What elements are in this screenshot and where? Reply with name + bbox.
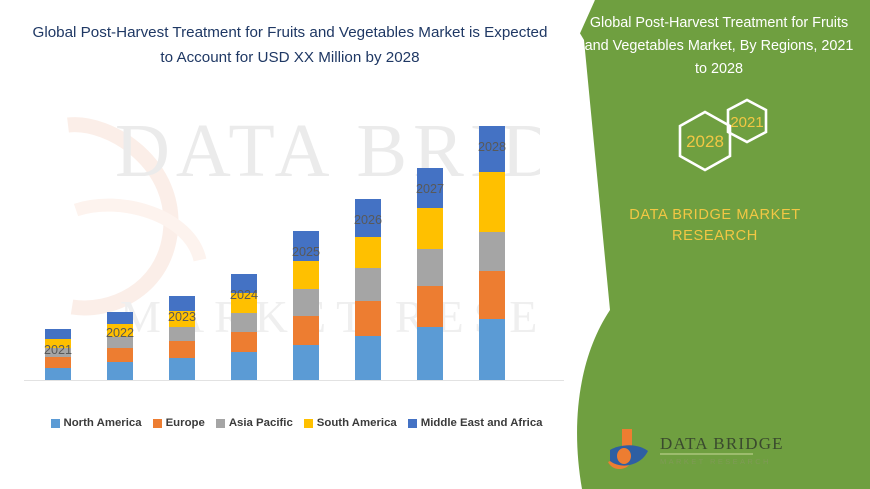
stacked-bar[interactable]: [417, 167, 443, 380]
bar-segment[interactable]: [107, 362, 133, 380]
bar-group: 2026: [340, 199, 396, 380]
bar-segment[interactable]: [417, 326, 443, 380]
bar-segment[interactable]: [45, 368, 71, 380]
bar-segment[interactable]: [355, 199, 381, 237]
legend-swatch: [215, 418, 225, 428]
branding-title: Global Post-Harvest Treatment for Fruits…: [584, 15, 854, 77]
stacked-bar[interactable]: [107, 311, 133, 380]
bar-segment[interactable]: [479, 318, 505, 380]
bar-group: 2021: [30, 328, 86, 380]
chart-legend: North America Europe Asia Pacific South Ame…: [24, 417, 569, 429]
bar-segment[interactable]: [169, 341, 195, 359]
brand-line-1: DATA BRIDGE MARKET: [629, 207, 801, 223]
bar-segment[interactable]: [231, 331, 257, 353]
bar-segment[interactable]: [479, 231, 505, 272]
logo-mark-icon: [608, 429, 648, 469]
bar-segment[interactable]: [169, 358, 195, 380]
bar-segment[interactable]: [417, 248, 443, 287]
bar-group: 2022: [92, 311, 148, 380]
bar-segment[interactable]: [45, 348, 71, 358]
bar-group: 2023: [154, 296, 210, 380]
legend-swatch: [50, 418, 60, 428]
legend-swatch: [407, 418, 417, 428]
bar-segment[interactable]: [417, 286, 443, 327]
x-axis-label: 2022: [105, 325, 135, 340]
year-hexagons: 2028 2021: [678, 98, 768, 172]
bar-segment[interactable]: [355, 236, 381, 269]
green-background-shape: [540, 0, 870, 489]
bar-segment[interactable]: [479, 172, 505, 232]
logo-name: DATA BRIDGE: [660, 434, 783, 453]
bar-segment[interactable]: [231, 312, 257, 332]
bar-segment[interactable]: [355, 268, 381, 301]
bar-group: 2027: [402, 167, 458, 380]
chart-panel: DATA BRIDGE MARKET RESEARCH Global Post-…: [24, 24, 580, 429]
bar-group: 2025: [278, 230, 334, 380]
bar-segment[interactable]: [45, 357, 71, 369]
bar-segment[interactable]: [169, 296, 195, 311]
x-axis-label: 2021: [43, 342, 73, 357]
branding-panel: Global Post-Harvest Treatment for Fruits…: [540, 0, 870, 489]
bar-segment[interactable]: [293, 230, 319, 262]
bar-segment[interactable]: [417, 208, 443, 249]
bar-segment[interactable]: [293, 261, 319, 290]
bar-segment[interactable]: [45, 328, 71, 339]
x-axis-label: 2026: [353, 213, 383, 228]
bar-segment[interactable]: [231, 352, 257, 380]
hexagon-2028-shape: [678, 110, 732, 172]
bar-segment[interactable]: [107, 336, 133, 349]
legend-label: North America: [63, 417, 142, 429]
bar-segment[interactable]: [417, 167, 443, 209]
hexagon-2021-label: 2021: [730, 114, 763, 131]
stacked-bar[interactable]: [479, 126, 505, 380]
bar-segment[interactable]: [231, 293, 257, 313]
bar-segment[interactable]: [231, 274, 257, 294]
legend-label: Asia Pacific: [228, 417, 293, 429]
bar-segment[interactable]: [107, 348, 133, 363]
logo-tagline: MARKET RESEARCH: [660, 457, 771, 466]
legend-label: South America: [316, 417, 397, 429]
stacked-bar[interactable]: [45, 328, 71, 380]
x-axis-label: 2024: [229, 288, 259, 303]
legend-item[interactable]: Asia Pacific: [215, 417, 293, 429]
legend-swatch: [303, 418, 313, 428]
bar-segment[interactable]: [355, 300, 381, 336]
x-axis-label: 2028: [477, 140, 507, 154]
bar-segment[interactable]: [169, 326, 195, 342]
bar-segment[interactable]: [479, 126, 505, 173]
legend-item[interactable]: North America: [50, 417, 142, 429]
bar-segment[interactable]: [355, 335, 381, 380]
stacked-bar[interactable]: [231, 274, 257, 380]
hexagon-2028-label: 2028: [686, 132, 724, 151]
legend-label: Europe: [165, 417, 205, 429]
legend-item[interactable]: Middle East and Africa: [407, 417, 543, 429]
bar-segment[interactable]: [107, 323, 133, 337]
stacked-bar-chart: 2021 2022 2023 2024 2025 2026 2027 2028: [24, 126, 564, 381]
hexagon-2021-shape: [726, 98, 768, 144]
legend-item[interactable]: South America: [303, 417, 397, 429]
legend-swatch: [152, 418, 162, 428]
chart-title: Global Post-Harvest Treatment for Fruits…: [32, 24, 548, 66]
stacked-bar[interactable]: [355, 199, 381, 380]
bar-group: 2028: [464, 126, 520, 380]
bar-segment[interactable]: [479, 271, 505, 319]
bar-group: 2024: [216, 274, 272, 380]
stacked-bar[interactable]: [293, 230, 319, 380]
bar-segment[interactable]: [45, 338, 71, 349]
brand-line-2: RESEARCH: [672, 228, 758, 244]
bar-segment[interactable]: [293, 345, 319, 380]
x-axis-line: [24, 380, 564, 381]
dbmr-logo: DATA BRIDGE MARKET RESEARCH: [608, 429, 783, 469]
legend-label: Middle East and Africa: [420, 417, 543, 429]
bar-segment[interactable]: [293, 289, 319, 316]
x-axis-label: 2023: [167, 310, 197, 325]
legend-item[interactable]: Europe: [152, 417, 205, 429]
x-axis-label: 2025: [291, 244, 321, 259]
bar-segment[interactable]: [107, 311, 133, 324]
x-axis-label: 2027: [415, 181, 445, 196]
brand-name: DATA BRIDGE MARKET RESEARCH: [570, 205, 860, 247]
bar-segment[interactable]: [293, 315, 319, 346]
stacked-bar[interactable]: [169, 296, 195, 380]
